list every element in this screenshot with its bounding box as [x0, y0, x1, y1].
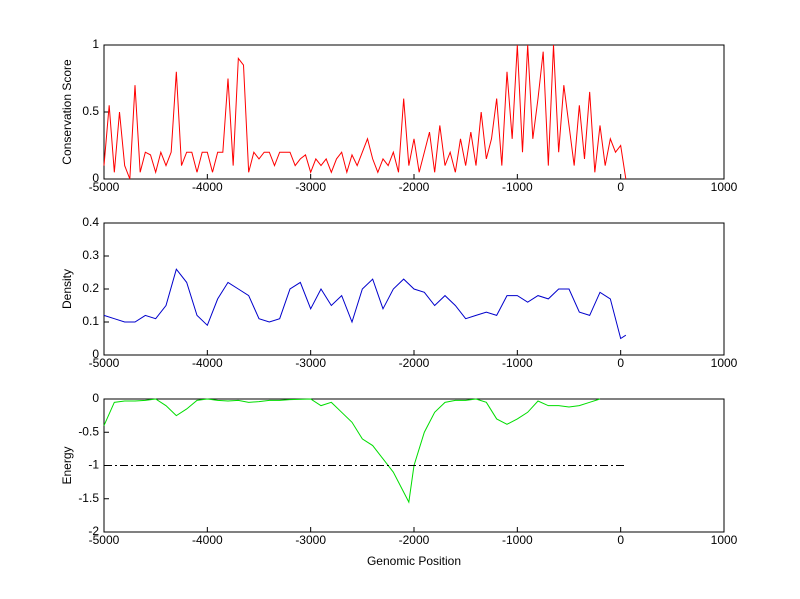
x-tick-label: -3000	[295, 533, 326, 547]
y-tick-label: 1	[92, 37, 99, 51]
x-tick-label: -3000	[295, 356, 326, 370]
x-tick-label: -2000	[399, 180, 430, 194]
axes-box	[103, 44, 725, 180]
y-tick-label: 0.1	[82, 314, 99, 328]
y-tick-label: 0.4	[82, 215, 99, 229]
x-tick-label: 1000	[711, 180, 738, 194]
x-tick-label: 0	[617, 533, 624, 547]
x-tick-label: 0	[617, 356, 624, 370]
x-tick-label: 0	[617, 180, 624, 194]
x-tick-label: 1000	[711, 533, 738, 547]
y-tick-label: -1	[88, 458, 99, 472]
y-tick-label: 0	[92, 391, 99, 405]
y-tick-label: -0.5	[78, 424, 99, 438]
y-tick-label: -2	[88, 524, 99, 538]
y-tick-label: -1.5	[78, 491, 99, 505]
data-line	[103, 44, 627, 180]
x-tick-label: -5000	[89, 180, 120, 194]
data-line	[103, 398, 601, 504]
x-tick-label: -1000	[502, 180, 533, 194]
x-axis-label: Genomic Position	[367, 554, 461, 568]
y-tick-label: 0.3	[82, 248, 99, 262]
y-tick-label: 0.2	[82, 281, 99, 295]
y-tick-label: 0.5	[82, 104, 99, 118]
x-tick-label: -4000	[192, 356, 223, 370]
x-tick-label: -5000	[89, 356, 120, 370]
y-axis-label: Density	[60, 269, 74, 309]
x-tick-label: -4000	[192, 533, 223, 547]
x-tick-label: -1000	[502, 356, 533, 370]
x-tick-label: -1000	[502, 533, 533, 547]
data-line	[103, 268, 627, 340]
y-axis-label: Energy	[60, 446, 74, 484]
x-tick-label: 1000	[711, 356, 738, 370]
y-axis-label: Conservation Score	[60, 59, 74, 165]
x-tick-label: -2000	[399, 533, 430, 547]
y-tick-label: 0	[92, 171, 99, 185]
y-tick-label: 0	[92, 347, 99, 361]
x-tick-label: -2000	[399, 356, 430, 370]
x-tick-label: -3000	[295, 180, 326, 194]
x-tick-label: -4000	[192, 180, 223, 194]
x-tick-label: -5000	[89, 533, 120, 547]
